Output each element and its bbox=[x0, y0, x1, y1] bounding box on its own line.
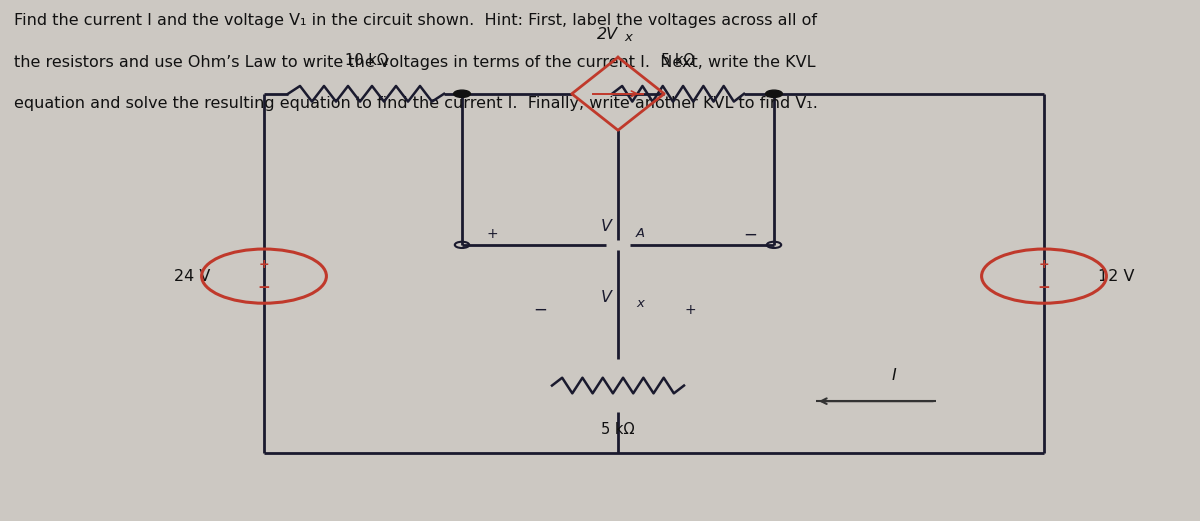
Text: I: I bbox=[892, 368, 896, 382]
Text: −: − bbox=[533, 301, 547, 319]
Text: 5 kΩ: 5 kΩ bbox=[661, 53, 695, 68]
Text: +: + bbox=[1039, 258, 1049, 271]
Text: 5 kΩ: 5 kΩ bbox=[601, 422, 635, 437]
Text: 24 V: 24 V bbox=[174, 269, 210, 283]
Text: +: + bbox=[259, 258, 269, 271]
Text: the resistors and use Ohm’s Law to write the voltages in terms of the current Ⅰ.: the resistors and use Ohm’s Law to write… bbox=[14, 55, 816, 70]
Text: −: − bbox=[743, 226, 757, 243]
Text: V: V bbox=[600, 290, 612, 305]
Text: 12 V: 12 V bbox=[1098, 269, 1134, 283]
Text: +: + bbox=[684, 303, 696, 317]
Text: A: A bbox=[636, 227, 646, 240]
Text: x: x bbox=[624, 31, 632, 44]
Text: x: x bbox=[636, 297, 644, 310]
Text: −: − bbox=[258, 280, 270, 295]
Text: Find the current Ⅰ and the voltage V₁ in the circuit shown.  Hint: First, label : Find the current Ⅰ and the voltage V₁ in… bbox=[14, 13, 817, 28]
Text: +: + bbox=[486, 228, 498, 241]
Circle shape bbox=[766, 90, 782, 97]
Text: 2V: 2V bbox=[596, 27, 618, 42]
Text: V: V bbox=[600, 219, 612, 234]
Circle shape bbox=[454, 90, 470, 97]
Text: 10 kΩ: 10 kΩ bbox=[344, 53, 388, 68]
Text: −: − bbox=[1038, 280, 1050, 295]
Text: equation and solve the resulting equation to find the current Ⅰ.  Finally, write: equation and solve the resulting equatio… bbox=[14, 96, 818, 111]
